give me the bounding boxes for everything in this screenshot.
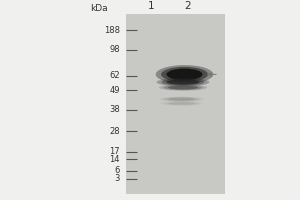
Text: 17: 17 [110,147,120,156]
Ellipse shape [164,102,199,105]
Text: 98: 98 [110,45,120,54]
Text: 14: 14 [110,155,120,164]
Ellipse shape [160,97,203,102]
Text: 2: 2 [184,1,191,11]
Text: 3: 3 [115,174,120,183]
Text: 62: 62 [110,71,120,80]
Ellipse shape [159,84,207,91]
Ellipse shape [164,85,202,90]
Ellipse shape [161,67,208,82]
Text: 49: 49 [110,86,120,95]
Ellipse shape [167,69,203,80]
Ellipse shape [168,98,195,101]
Text: 1: 1 [148,1,155,11]
Text: kDa: kDa [90,4,108,13]
Text: 28: 28 [110,127,120,136]
Ellipse shape [168,86,198,90]
Ellipse shape [164,97,199,101]
Text: 38: 38 [109,105,120,114]
Ellipse shape [168,102,195,105]
Text: 188: 188 [104,26,120,35]
Ellipse shape [162,79,205,86]
Ellipse shape [157,78,209,86]
Ellipse shape [167,79,200,85]
Ellipse shape [160,101,203,106]
Ellipse shape [156,65,213,84]
Text: 6: 6 [115,166,120,175]
Bar [126,14,225,194]
